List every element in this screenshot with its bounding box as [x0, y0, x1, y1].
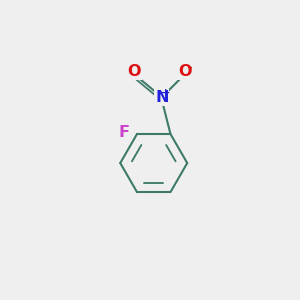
- Text: -: -: [188, 63, 192, 73]
- Text: +: +: [161, 88, 171, 98]
- Text: O: O: [178, 64, 192, 79]
- Text: O: O: [128, 64, 141, 79]
- Text: N: N: [155, 90, 169, 105]
- Text: F: F: [119, 125, 130, 140]
